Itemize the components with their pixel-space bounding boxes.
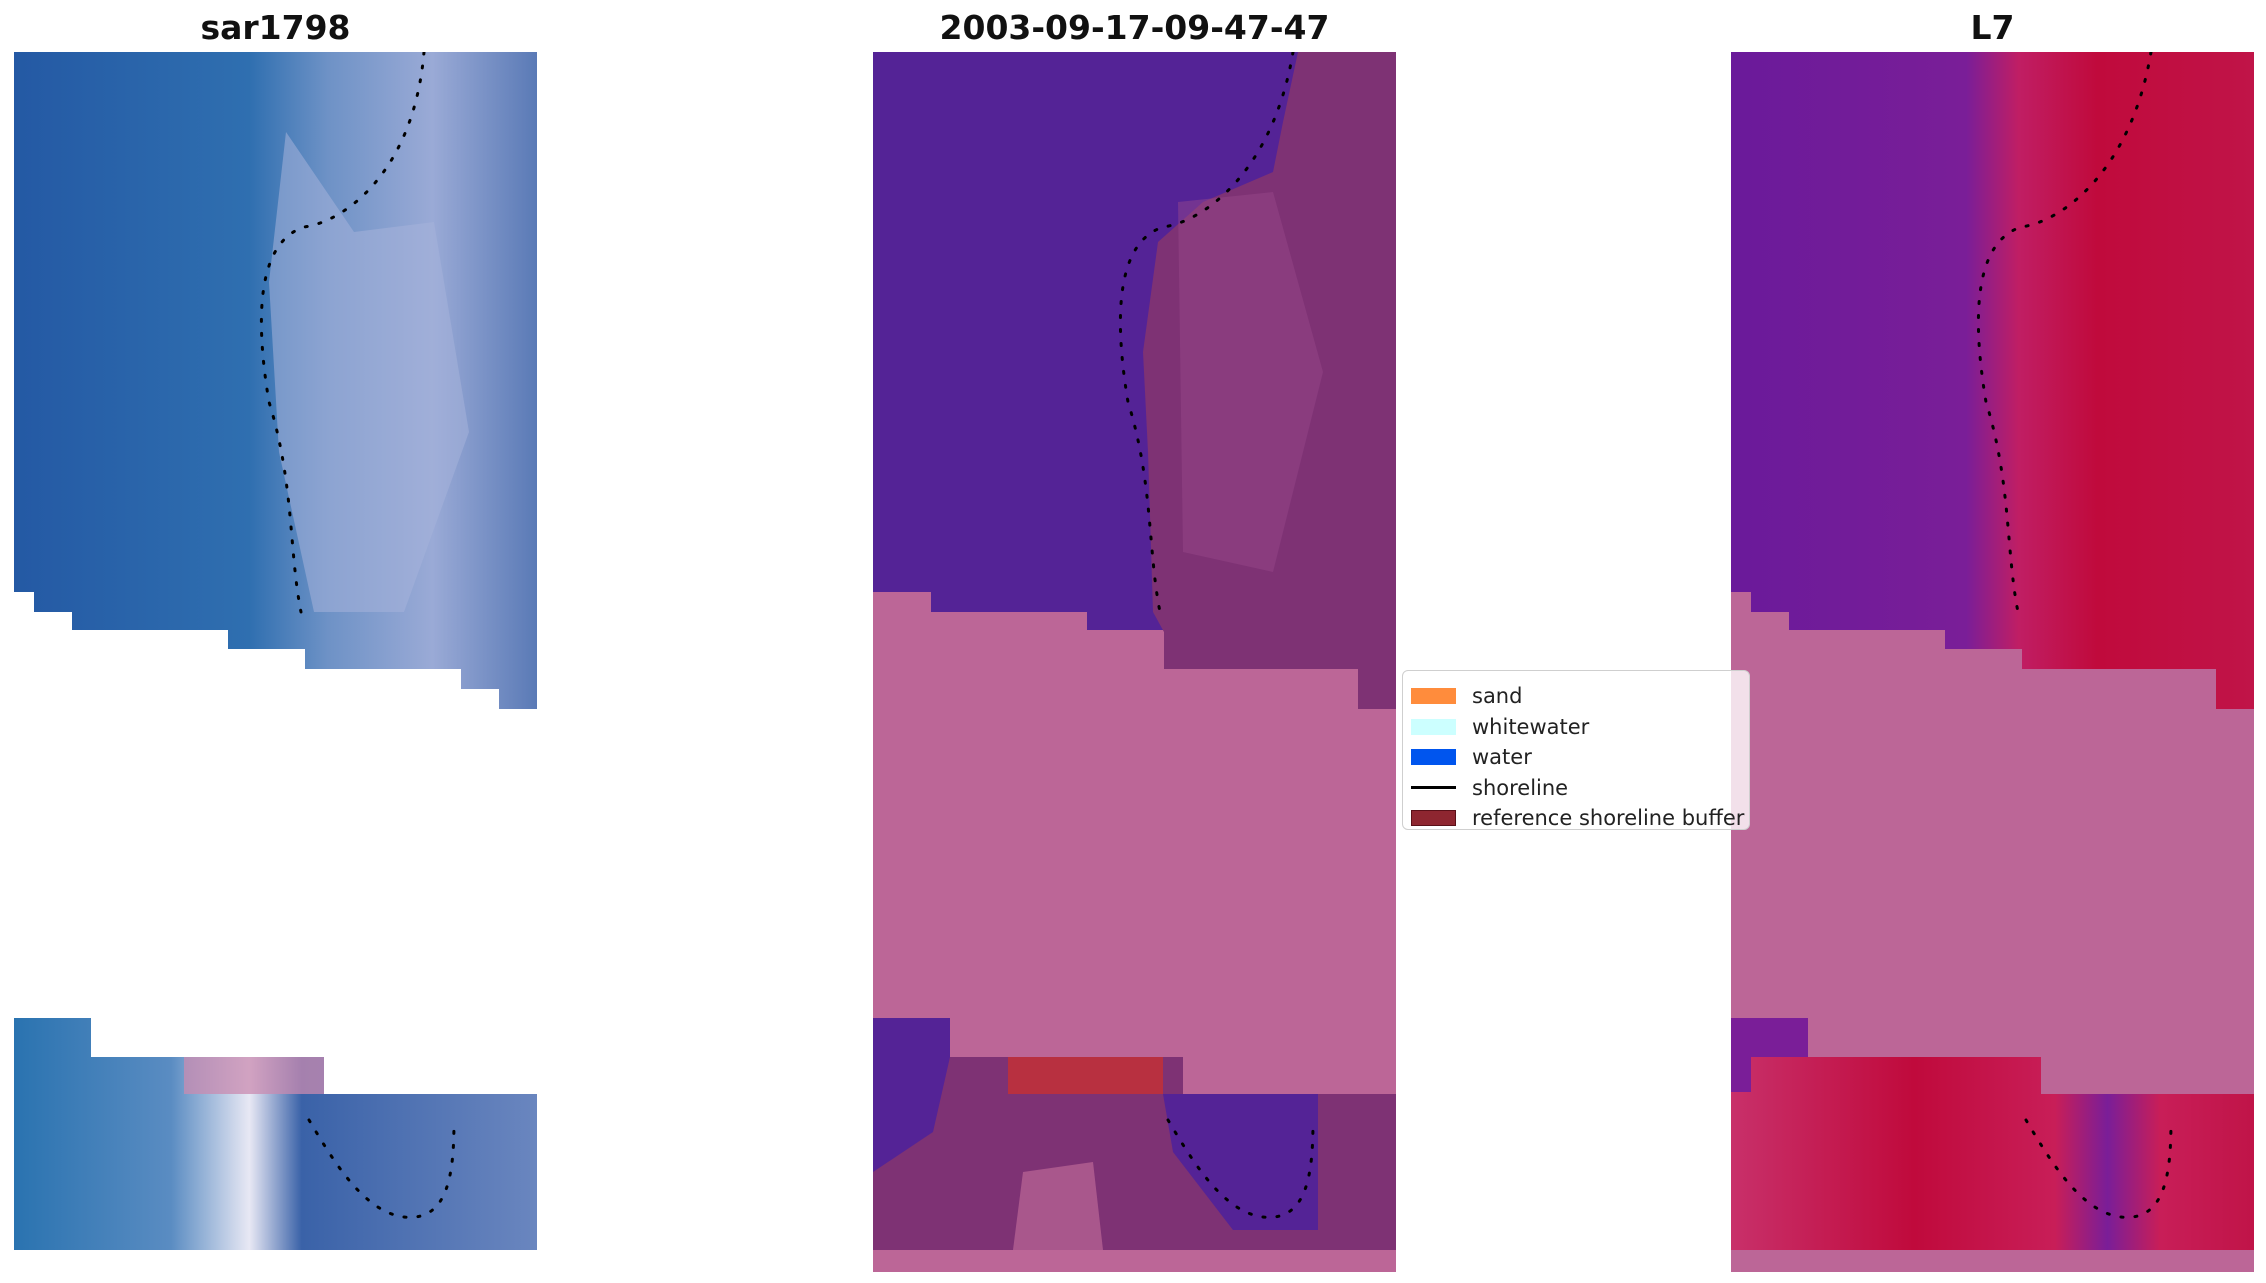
- rgb-image: [14, 52, 537, 1250]
- classified-image: [873, 52, 1396, 1272]
- legend-item-sand: sand: [1411, 681, 1739, 712]
- legend-label: sand: [1472, 684, 1523, 709]
- shoreline-line-icon: [1411, 786, 1456, 790]
- buffer-swatch-icon: [1411, 810, 1456, 827]
- legend-item-whitewater: whitewater: [1411, 712, 1739, 743]
- index-image-panel: [1731, 52, 2254, 1272]
- legend: sand whitewater water shoreline referenc…: [1402, 670, 1750, 830]
- legend-label: shoreline: [1472, 775, 1569, 800]
- legend-label: whitewater: [1472, 714, 1590, 739]
- sand-swatch-icon: [1411, 688, 1456, 705]
- panel-title-index: L7: [1970, 8, 2015, 47]
- whitewater-swatch-icon: [1411, 718, 1456, 735]
- panel-title-rgb: sar1798: [200, 8, 351, 47]
- legend-item-water: water: [1411, 742, 1739, 773]
- panel-title-classified: 2003-09-17-09-47-47: [939, 8, 1330, 47]
- legend-label: water: [1472, 745, 1532, 770]
- legend-item-shoreline: shoreline: [1411, 773, 1739, 804]
- water-swatch-icon: [1411, 749, 1456, 766]
- legend-item-reference-buffer: reference shoreline buffer: [1411, 803, 1744, 834]
- index-image: [1731, 52, 2254, 1272]
- rgb-image-panel: [14, 52, 537, 1272]
- classified-image-panel: [873, 52, 1396, 1272]
- legend-label: reference shoreline buffer: [1472, 806, 1745, 831]
